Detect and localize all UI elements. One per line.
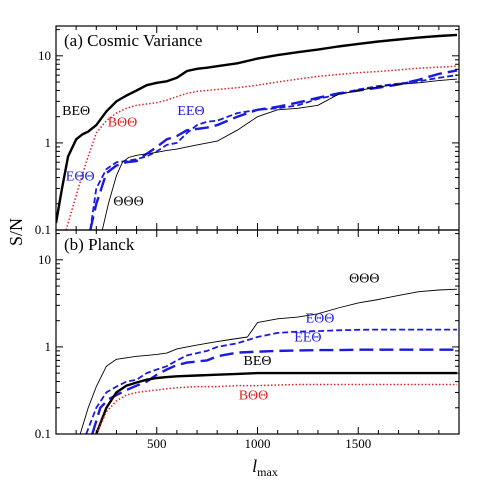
series-group xyxy=(56,33,458,230)
series-label-bthetatheta: BΘΘ xyxy=(239,388,269,403)
y-tick-label: 1 xyxy=(45,339,52,354)
series-label-betheta: BEΘ xyxy=(62,104,90,119)
panel-cosmic-variance: 0.1 1 10 (a) Cosmic Variance BEΘ BΘΘ EEΘ EΘΘ ΘΘΘ xyxy=(35,25,460,237)
series-label-ethetatheta: EΘΘ xyxy=(306,312,335,327)
series-line-thetathetatheta xyxy=(79,288,458,434)
y-tick-label: 0.1 xyxy=(35,222,51,237)
panel-planck: 500 1000 1500 0.1 1 10 (b) Planck ΘΘΘ EΘΘ EEΘ BEΘ B… xyxy=(35,229,460,451)
series-line-thetathetatheta xyxy=(101,78,458,230)
series-line-eetheta xyxy=(91,348,457,434)
y-axis-title: S/N xyxy=(6,218,26,246)
x-axis-title-sub: max xyxy=(257,465,278,479)
x-tick-label: 1500 xyxy=(345,436,371,451)
y-tick-label: 10 xyxy=(38,252,51,267)
series-label-thetathetatheta: ΘΘΘ xyxy=(349,271,379,286)
series-line-betheta xyxy=(95,371,457,434)
series-line-ethetatheta xyxy=(89,74,458,230)
series-label-bthetatheta: BΘΘ xyxy=(108,115,138,130)
series-label-eetheta: EEΘ xyxy=(177,104,204,119)
series-label-betheta: BEΘ xyxy=(244,354,272,369)
plot-frame xyxy=(55,229,460,435)
x-tick-label: 1000 xyxy=(245,436,271,451)
x-axis-title-main: l xyxy=(252,456,257,476)
series-label-eetheta: EEΘ xyxy=(294,331,321,346)
y-tick-label: 1 xyxy=(45,135,52,150)
series-line-bthetatheta xyxy=(65,65,458,230)
y-tick-label: 0.1 xyxy=(35,426,51,441)
series-label-thetathetatheta: ΘΘΘ xyxy=(113,195,143,210)
panel-title: (a) Cosmic Variance xyxy=(64,31,202,50)
series-line-eetheta xyxy=(89,69,458,230)
series-line-ethetatheta xyxy=(85,328,457,434)
y-tick-label: 10 xyxy=(38,48,51,63)
x-tick-label: 500 xyxy=(147,436,167,451)
panel-title: (b) Planck xyxy=(64,235,135,254)
x-axis-title: lmax xyxy=(252,456,278,479)
series-line-bthetatheta xyxy=(95,383,457,434)
series-label-ethetatheta: EΘΘ xyxy=(66,170,95,185)
series-group xyxy=(79,288,458,434)
series-line-betheta xyxy=(56,33,458,224)
